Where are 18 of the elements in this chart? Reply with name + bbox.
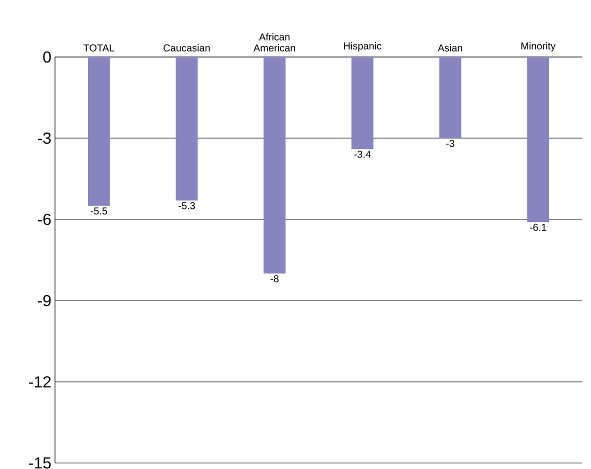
y-tick-label: -15 bbox=[29, 457, 51, 469]
y-tick-label: -6 bbox=[38, 214, 51, 226]
y-tick-label: -3 bbox=[38, 132, 51, 144]
x-tick-label: Hispanic bbox=[344, 42, 382, 52]
x-tick-label: Caucasian bbox=[164, 44, 210, 52]
data-label: -5.5 bbox=[90, 208, 108, 215]
data-label: -6.1 bbox=[530, 224, 546, 231]
data-label: -5.3 bbox=[178, 202, 195, 210]
y-tick-label: -9 bbox=[38, 294, 51, 306]
data-label: -8 bbox=[270, 275, 279, 282]
y-tick-label: -12 bbox=[29, 376, 51, 388]
x-tick-label: African American bbox=[253, 33, 296, 52]
data-label: -3 bbox=[446, 140, 454, 147]
x-tick-label: Minority bbox=[521, 42, 556, 52]
data-label: -3.4 bbox=[354, 150, 371, 158]
x-tick-label: Asian bbox=[438, 44, 462, 52]
x-tick-label: TOTAL bbox=[83, 44, 114, 52]
y-tick-label: 0 bbox=[43, 51, 51, 63]
